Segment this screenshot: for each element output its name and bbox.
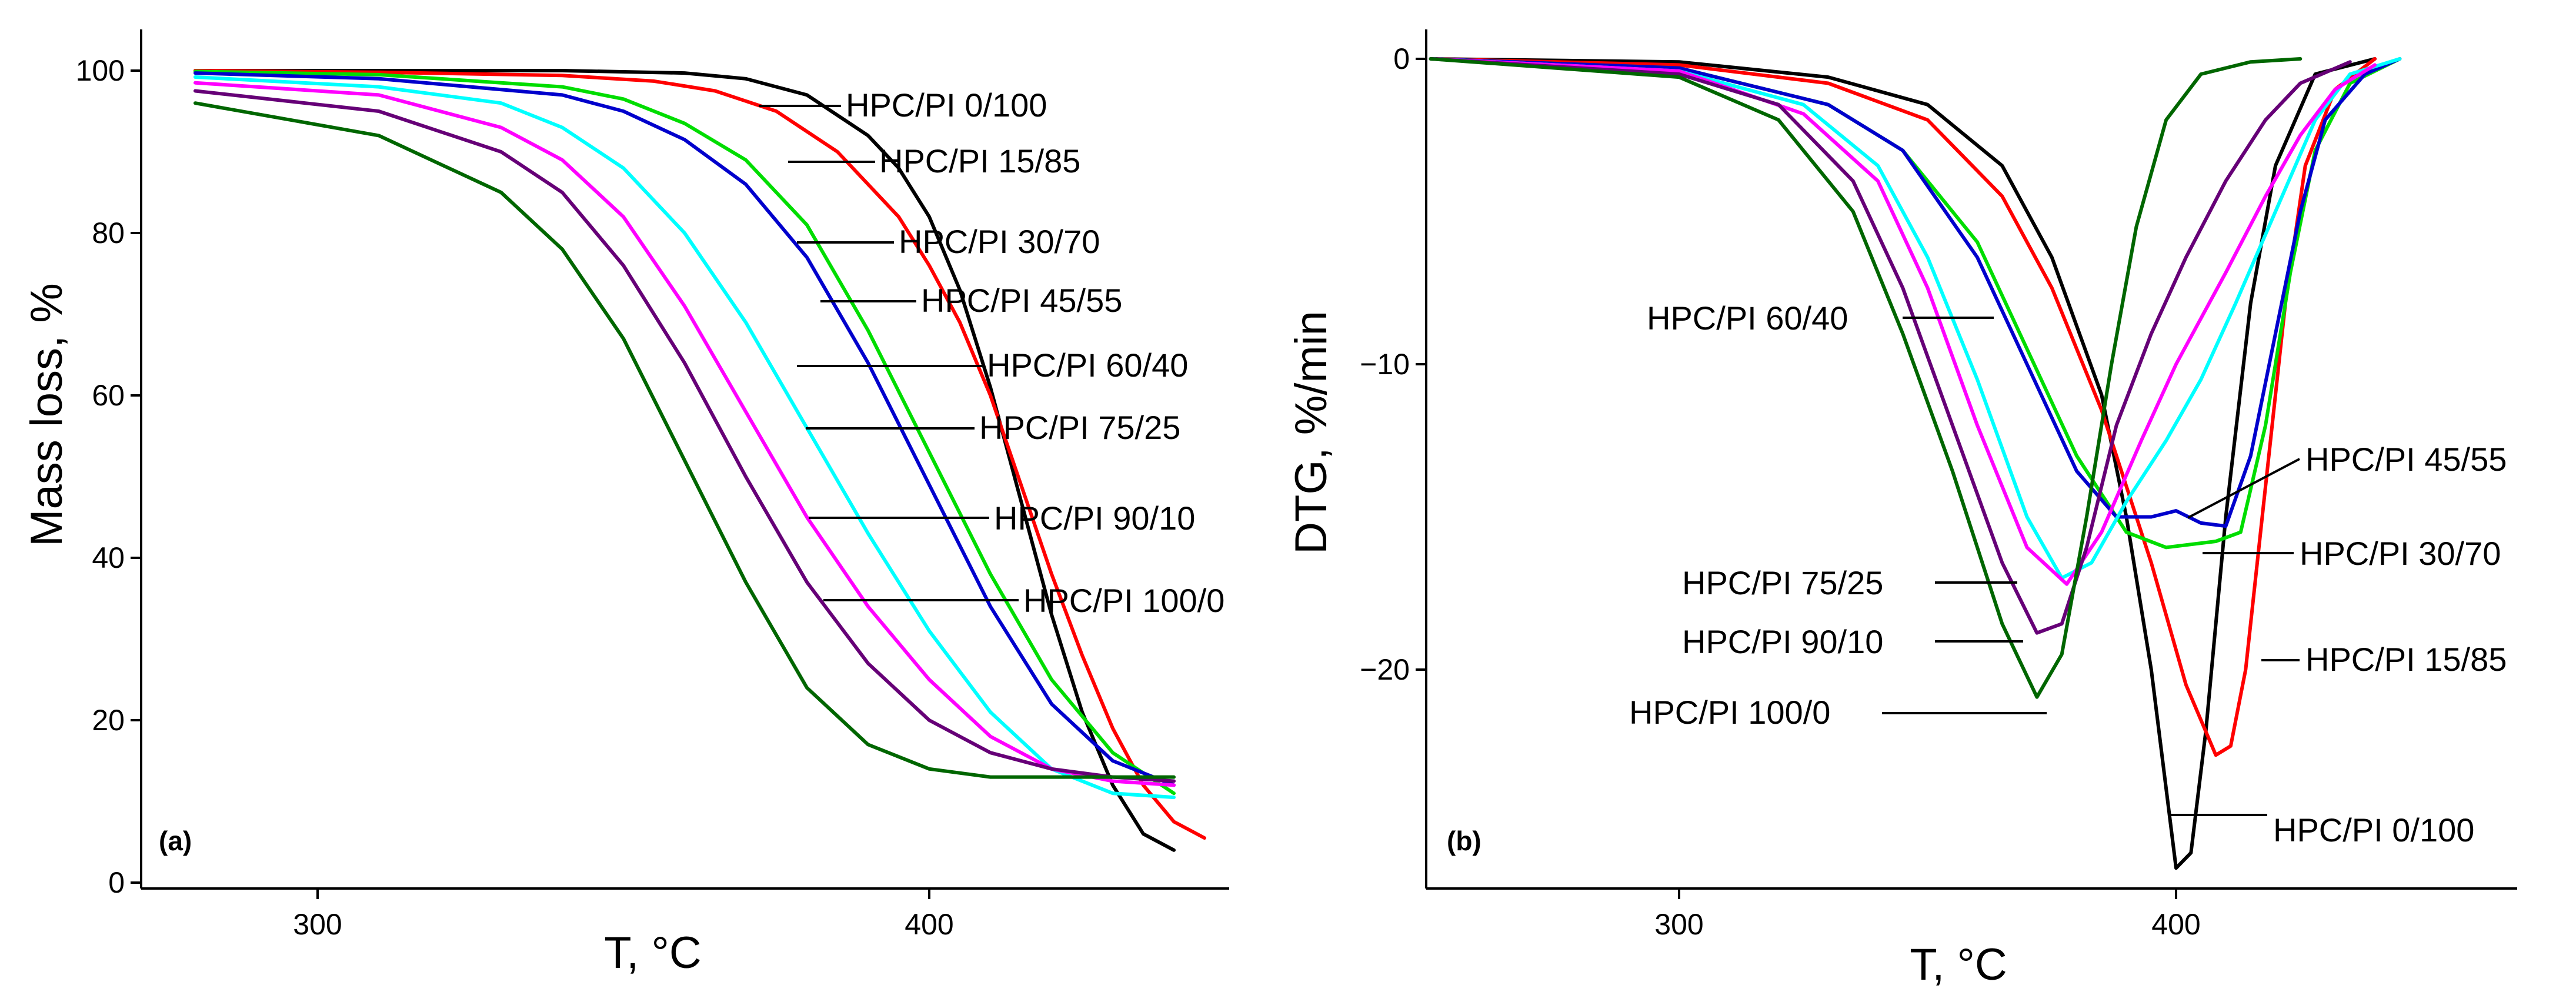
panel-a-x-axis-title: T, °C (604, 928, 702, 978)
panel-a-label-leaders (759, 105, 1019, 601)
x-tick-label: 300 (1654, 908, 1703, 941)
x-tick-label: 400 (2151, 908, 2200, 941)
panel-a-y-axis-title: Mass loss, % (22, 283, 72, 547)
a-label-90-10: HPC/PI 90/10 (994, 500, 1195, 537)
series-line-15-85 (193, 69, 1206, 840)
panel-b-x-ticks: 300 400 (1654, 888, 2201, 941)
series-line-0-100 (193, 69, 1176, 852)
series-line-45-55 (1429, 57, 2402, 528)
panel-a-series (193, 69, 1206, 852)
y-tick-label: 0 (108, 866, 125, 899)
a-label-100-0: HPC/PI 100/0 (1023, 582, 1224, 619)
series-line-30-70 (193, 69, 1176, 796)
y-tick-label: 20 (92, 704, 125, 737)
a-label-15-85: HPC/PI 15/85 (879, 142, 1080, 179)
panel-b-y-ticks: 0 −10 −20 (1360, 42, 1426, 686)
a-label-45-55: HPC/PI 45/55 (921, 282, 1122, 319)
series-line-100-0 (1429, 57, 2303, 699)
b-label-75-25: HPC/PI 75/25 (1682, 564, 1883, 601)
panel-a-mass-loss: 0 20 40 60 80 100 300 400 T, °C Mass loss, % (… (22, 29, 1229, 978)
y-tick-label: −20 (1360, 653, 1410, 686)
y-tick-label: 60 (92, 379, 125, 412)
label-leader-line (2187, 458, 2300, 519)
y-tick-label: −10 (1360, 348, 1410, 381)
series-line-60-40 (193, 75, 1176, 800)
y-tick-label: 80 (92, 217, 125, 249)
panel-a-x-ticks: 300 400 (293, 888, 954, 941)
panel-b-y-axis-title: DTG, %/min (1286, 311, 1336, 554)
panel-a-y-ticks: 0 20 40 60 80 100 (76, 54, 141, 899)
y-tick-label: 100 (76, 54, 125, 87)
x-tick-label: 400 (905, 908, 953, 941)
b-label-90-10: HPC/PI 90/10 (1682, 623, 1883, 660)
a-label-0-100: HPC/PI 0/100 (846, 86, 1047, 124)
b-label-0-100: HPC/PI 0/100 (2273, 811, 2474, 848)
panel-b-x-axis-title: T, °C (1910, 940, 2007, 990)
panel-a-tag: (a) (159, 826, 192, 856)
series-line-45-55 (193, 71, 1176, 787)
panel-b-label-leaders (1882, 317, 2300, 816)
b-label-45-55: HPC/PI 45/55 (2305, 441, 2507, 478)
b-label-60-40: HPC/PI 60/40 (1647, 299, 1848, 337)
series-line-100-0 (193, 101, 1176, 779)
a-label-60-40: HPC/PI 60/40 (987, 347, 1188, 384)
series-line-75-25 (193, 81, 1176, 787)
panel-b-series (1429, 57, 2402, 870)
y-tick-label: 0 (1393, 42, 1410, 75)
a-label-30-70: HPC/PI 30/70 (899, 223, 1100, 260)
b-label-15-85: HPC/PI 15/85 (2305, 641, 2507, 678)
b-label-100-0: HPC/PI 100/0 (1629, 694, 1830, 731)
a-label-75-25: HPC/PI 75/25 (979, 409, 1180, 446)
series-line-0-100 (1429, 57, 2377, 870)
y-tick-label: 40 (92, 541, 125, 574)
series-line-90-10 (1429, 57, 2352, 635)
x-tick-label: 300 (293, 908, 342, 941)
panel-b-dtg: 0 −10 −20 300 400 T, °C DTG, %/min (b) HPC/… (1286, 29, 2517, 990)
panel-b-tag: (b) (1447, 826, 1481, 856)
series-line-60-40 (1429, 57, 2402, 580)
b-label-30-70: HPC/PI 30/70 (2300, 535, 2501, 572)
series-line-90-10 (193, 89, 1176, 783)
